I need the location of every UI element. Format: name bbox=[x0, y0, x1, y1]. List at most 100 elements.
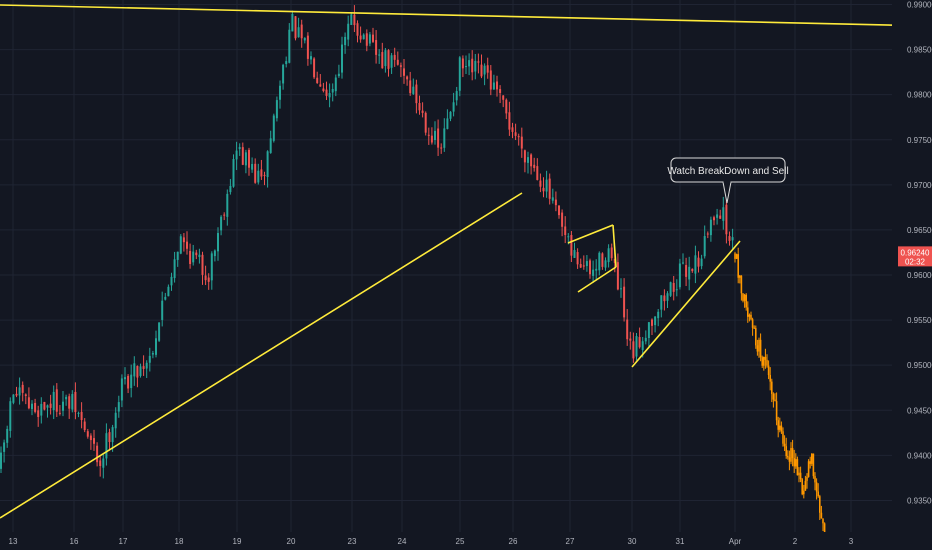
candle-body bbox=[378, 54, 381, 56]
candle-body bbox=[582, 265, 585, 267]
bear-flag-lower[interactable] bbox=[577, 266, 617, 293]
candle-body bbox=[517, 136, 520, 138]
projection-candle bbox=[822, 518, 824, 524]
candle-body bbox=[616, 262, 619, 290]
callout-text: Watch BreakDown and Sell bbox=[667, 166, 788, 177]
projection-candle bbox=[764, 356, 767, 360]
candle-body bbox=[173, 259, 176, 279]
candle-body bbox=[179, 236, 182, 254]
candle-body bbox=[719, 215, 722, 219]
candle-body bbox=[644, 337, 647, 342]
candle-body bbox=[409, 80, 412, 94]
candle-body bbox=[610, 247, 613, 259]
candle-body bbox=[306, 35, 309, 59]
projection-candle bbox=[788, 457, 791, 462]
projection-candle bbox=[820, 512, 823, 519]
candle-body bbox=[579, 264, 582, 268]
candle-body bbox=[688, 266, 691, 280]
projection-candle bbox=[795, 459, 797, 467]
candle-body bbox=[136, 365, 139, 378]
candle-body bbox=[607, 248, 610, 263]
x-tick-label: 24 bbox=[398, 537, 407, 546]
candlestick-series bbox=[0, 5, 734, 479]
candle-body bbox=[86, 431, 89, 437]
bear-flag-edge[interactable] bbox=[612, 224, 617, 268]
candle-body bbox=[548, 178, 551, 199]
candle-body bbox=[570, 235, 573, 256]
candle-body bbox=[170, 276, 173, 286]
candle-body bbox=[722, 207, 725, 221]
candle-body bbox=[114, 412, 117, 429]
candle-body bbox=[83, 421, 86, 431]
projection-candle bbox=[791, 448, 794, 459]
projection-candle bbox=[735, 254, 738, 259]
candle-body bbox=[545, 179, 548, 192]
projection-candle bbox=[807, 461, 810, 477]
candle-body bbox=[325, 89, 328, 96]
candle-body bbox=[186, 241, 188, 249]
candle-body bbox=[685, 265, 688, 277]
candle-body bbox=[412, 86, 415, 94]
candle-body bbox=[37, 410, 40, 417]
candle-body bbox=[390, 55, 393, 68]
candle-body bbox=[666, 293, 669, 301]
candle-body bbox=[319, 84, 322, 87]
candle-body bbox=[424, 112, 427, 133]
projection-candle bbox=[761, 357, 763, 366]
candle-body bbox=[279, 85, 281, 100]
candle-body bbox=[74, 391, 77, 412]
x-tick-label: 20 bbox=[287, 537, 296, 546]
candle-body bbox=[539, 180, 542, 187]
projection-candle bbox=[772, 393, 775, 400]
rising-support-line[interactable] bbox=[631, 240, 741, 368]
projection-candle bbox=[771, 381, 773, 394]
candle-body bbox=[623, 286, 626, 318]
candle-body bbox=[294, 16, 297, 39]
x-tick-label: 3 bbox=[849, 537, 854, 546]
candle-body bbox=[108, 432, 111, 443]
candle-body bbox=[415, 84, 418, 104]
candle-body bbox=[561, 212, 564, 227]
candle-body bbox=[694, 255, 697, 274]
candle-body bbox=[359, 35, 362, 40]
candle-body bbox=[158, 322, 161, 341]
projection-candle bbox=[780, 425, 783, 432]
candle-body bbox=[251, 164, 254, 170]
candle-body bbox=[536, 166, 539, 180]
candle-body bbox=[220, 216, 223, 231]
candle-body bbox=[620, 288, 622, 290]
candle-body bbox=[238, 147, 241, 150]
candle-body bbox=[654, 316, 657, 326]
x-tick-label: 16 bbox=[70, 537, 79, 546]
candle-body bbox=[533, 164, 536, 168]
projection-candle bbox=[747, 307, 749, 317]
candle-body bbox=[80, 411, 83, 421]
candle-body bbox=[502, 95, 505, 100]
candle-body bbox=[285, 61, 288, 65]
bear-flag-upper[interactable] bbox=[567, 224, 614, 244]
candle-body bbox=[657, 311, 660, 319]
projection-candle bbox=[758, 339, 760, 352]
candle-body bbox=[201, 254, 204, 275]
candle-body bbox=[244, 152, 247, 166]
candle-body bbox=[660, 295, 663, 310]
candle-body bbox=[148, 355, 151, 363]
candle-body bbox=[65, 396, 68, 400]
projection-candle bbox=[787, 456, 789, 458]
top-resistance-line[interactable] bbox=[0, 4, 932, 27]
projection-candle bbox=[806, 476, 808, 481]
x-tick-label: 30 bbox=[628, 537, 637, 546]
long-support-line[interactable] bbox=[0, 192, 523, 519]
candle-body bbox=[89, 435, 92, 441]
candle-body bbox=[217, 233, 219, 252]
candle-body bbox=[356, 23, 359, 36]
candle-body bbox=[347, 23, 350, 40]
projection-candle bbox=[819, 496, 821, 513]
projection-candle bbox=[759, 339, 762, 358]
candle-body bbox=[530, 154, 533, 167]
projection-candle bbox=[815, 482, 818, 492]
projection-candle bbox=[755, 328, 757, 346]
